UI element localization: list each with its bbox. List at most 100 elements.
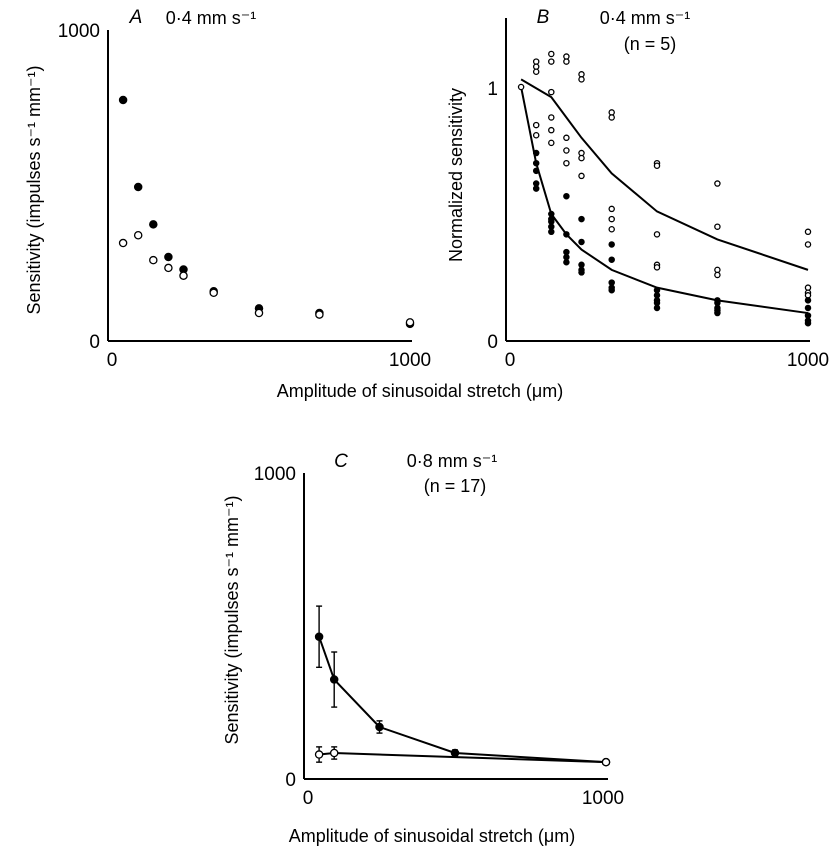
panel-c-lines	[318, 636, 607, 764]
panel-b-filled-point	[532, 185, 540, 192]
bottom-x-axis-label: Amplitude of sinusoidal stretch (μm)	[289, 826, 575, 846]
panel-b-filled-point	[563, 231, 570, 238]
panel-b-filled-point	[578, 215, 585, 223]
panel-b-filled-point	[653, 286, 661, 294]
panel-a: 1000 0 0 1000 A 0·4 mm s⁻¹ Sensitivity (…	[24, 7, 431, 371]
panel-c-open-point	[601, 757, 611, 767]
panel-b-filled-point	[578, 261, 585, 269]
panel-b-open-point	[653, 264, 661, 271]
panel-b-open-point	[653, 162, 661, 169]
panel-a-open-point	[118, 238, 128, 248]
panel-b-filled-point	[608, 279, 615, 286]
panel-b-y-tick-zero: 0	[487, 332, 498, 353]
panel-b-data-points	[517, 50, 812, 327]
panel-b-open-point	[548, 50, 555, 58]
panel-a-speed-label: 0·4 mm s⁻¹	[166, 8, 257, 28]
panel-b-open-point	[563, 147, 570, 154]
panel-a-open-point	[209, 288, 218, 298]
panel-b-letter: B	[537, 7, 550, 28]
panel-c-y-label: Sensitivity (impulses s⁻¹ mm⁻¹)	[222, 495, 242, 744]
panel-b-open-point	[714, 223, 721, 230]
panel-a-open-point	[315, 310, 324, 319]
panel-c-n-label: (n = 17)	[424, 476, 487, 496]
panel-b-filled-point	[608, 286, 615, 294]
panel-b-open-point	[532, 68, 540, 76]
panel-b-open-point	[563, 53, 570, 60]
panel-a-open-point	[164, 263, 173, 273]
panel-b-filled-point	[804, 312, 812, 319]
panel-a-y-tick-bottom: 0	[89, 332, 100, 353]
panel-b-filled-point	[532, 167, 540, 175]
panel-b-open-point	[548, 114, 555, 121]
panel-b-open-point	[548, 58, 555, 65]
panel-a-open-point	[179, 271, 188, 280]
panel-b-filled-point	[653, 304, 661, 312]
panel-b-open-point	[563, 58, 570, 65]
panel-b-open-point	[532, 132, 540, 139]
panel-a-y-label: Sensitivity (impulses s⁻¹ mm⁻¹)	[24, 65, 44, 314]
panel-b-filled-point	[563, 259, 570, 266]
panel-b-open-point	[608, 109, 615, 116]
panel-b-open-point	[608, 215, 615, 223]
panel-b-open-point	[608, 114, 615, 121]
panel-b-open-point	[548, 139, 555, 147]
panel-c-open-point	[314, 750, 324, 759]
panel-c-filled-point	[329, 675, 339, 684]
panel-b-open-point	[578, 71, 585, 78]
panel-b-filled-point	[563, 192, 570, 200]
panel-b-x-tick-right: 1000	[787, 350, 829, 371]
panel-b-y-tick-one: 1	[487, 79, 498, 100]
panel-a-open-point	[149, 255, 158, 265]
panel-b-filled-point	[714, 299, 721, 307]
panel-a-x-tick-right: 1000	[389, 350, 431, 371]
panel-b-filled-point	[804, 319, 812, 327]
panel-b-open-point	[804, 241, 812, 248]
panel-b-upper-open-mean-line	[520, 78, 809, 271]
panel-b-filled-point	[804, 297, 812, 304]
panel-b-open-point	[714, 271, 721, 279]
panel-c-open-point	[329, 748, 339, 758]
panel-b-open-point	[578, 172, 585, 180]
panel-b-filled-point	[714, 309, 721, 317]
panel-b-open-point	[578, 76, 585, 83]
panel-c-error-bars	[316, 605, 609, 765]
panel-c-filled-point	[375, 722, 384, 732]
panel-b-filled-point	[548, 218, 555, 225]
panel-c-x-tick-left: 0	[303, 788, 314, 809]
panel-b-open-point	[608, 205, 615, 213]
panel-c-speed-label: 0·8 mm s⁻¹	[407, 451, 498, 471]
panel-a-filled-point	[118, 95, 128, 105]
panel-c-x-tick-right: 1000	[582, 788, 624, 809]
panel-b-filled-point	[532, 149, 540, 157]
panel-a-filled-point	[164, 252, 173, 262]
panel-c-letter: C	[334, 451, 348, 472]
panel-a-data-points	[118, 95, 415, 329]
panel-b-open-point	[578, 149, 585, 157]
panel-b-y-label: Normalized sensitivity	[446, 88, 466, 262]
panel-a-open-point	[254, 308, 264, 318]
panel-b-open-point	[653, 231, 661, 238]
panel-b-open-point	[804, 228, 812, 236]
panel-a-x-tick-left: 0	[107, 350, 118, 371]
panel-b-open-point	[714, 266, 721, 274]
panel-a-open-point	[405, 318, 415, 327]
panel-b-filled-point	[804, 304, 812, 312]
panel-b-filled-point	[532, 180, 540, 187]
panel-a-letter: A	[129, 7, 143, 28]
panel-b-open-point	[608, 225, 615, 233]
panel-b-x-tick-left: 0	[505, 350, 516, 371]
panel-b-speed-label: 0·4 mm s⁻¹	[600, 8, 691, 28]
panel-b-filled-point	[653, 292, 661, 299]
panel-a-filled-point	[133, 182, 143, 192]
panel-b-filled-point	[548, 223, 555, 230]
panel-c-filled-point	[450, 748, 460, 758]
panel-a-y-tick-top: 1000	[58, 21, 100, 42]
panel-b-open-point	[548, 88, 555, 96]
panel-a-filled-point	[149, 220, 158, 229]
panel-b-open-point	[804, 292, 812, 299]
panel-c-filled-series-line	[318, 636, 607, 764]
panel-b-open-point	[578, 154, 585, 162]
panel-b-open-point	[804, 284, 812, 291]
panel-b-filled-point	[548, 210, 555, 218]
